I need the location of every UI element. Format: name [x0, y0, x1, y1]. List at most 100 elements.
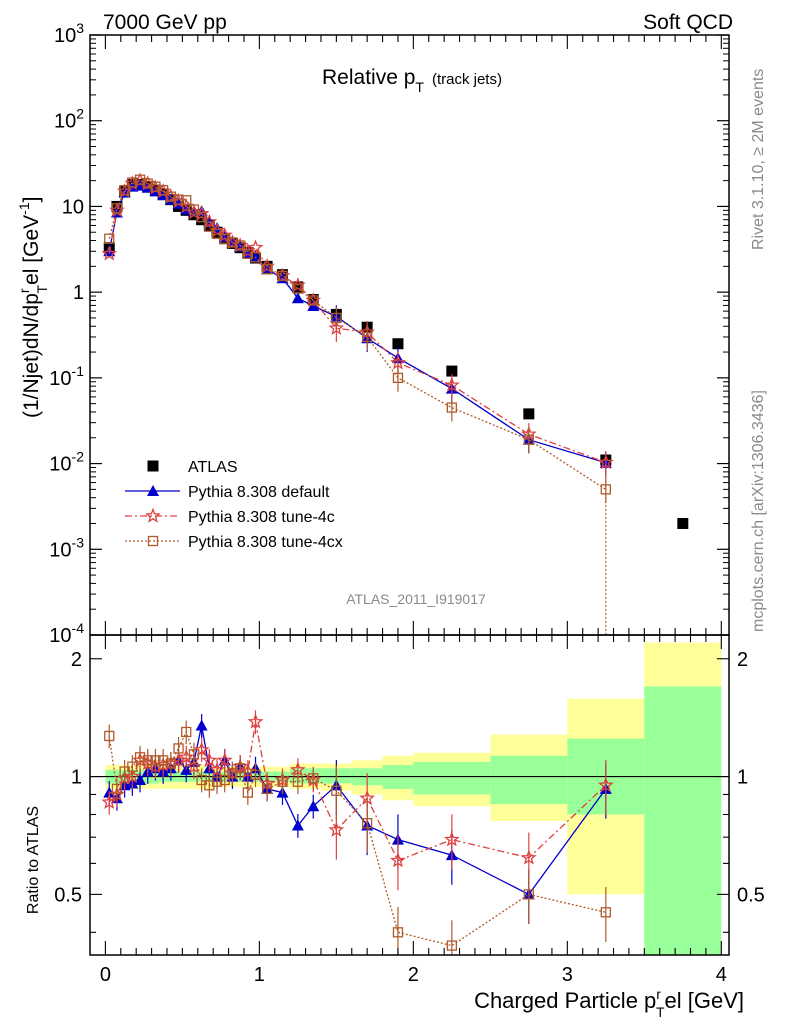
y-tick-exp: -3 — [72, 534, 85, 550]
marker-tune4cx — [523, 434, 534, 445]
marker-tune4cx — [331, 312, 342, 324]
y-tick-exp: -2 — [72, 449, 85, 465]
marker-tune4c — [597, 777, 614, 792]
marker-tune4cx — [392, 372, 404, 384]
main-series — [101, 172, 689, 635]
marker-tune4cx — [446, 940, 457, 951]
marker-tune4cx — [127, 761, 138, 772]
marker-tune4cx — [188, 749, 200, 760]
marker-tune4c — [597, 454, 614, 470]
marker-tune4cx — [392, 927, 404, 938]
marker-tune4c — [216, 752, 233, 768]
band-inner — [644, 686, 722, 955]
marker-tune4cx — [204, 780, 215, 791]
marker-tune4cx — [196, 774, 207, 786]
header-left: 7000 GeV pp — [103, 11, 227, 34]
series-line-tune4c — [108, 179, 607, 464]
marker-tune4cx — [196, 211, 207, 223]
ratio-tick-label-right: 0.5 — [737, 884, 765, 906]
chart-title: Relative pT (track jets) — [322, 66, 502, 95]
marker-tune4cx — [142, 755, 153, 766]
marker-data — [147, 460, 159, 472]
x-axis-label: Charged Particle pr Tel [GeV] — [474, 986, 744, 1020]
ratio-band — [105, 642, 722, 955]
y-tick-base: 10 — [49, 625, 71, 647]
marker-tune4cx — [119, 184, 130, 196]
marker-tune4cx — [165, 758, 176, 769]
marker-tune4c — [443, 831, 460, 847]
marker-tune4cx — [188, 204, 200, 215]
marker-tune4cx — [261, 264, 273, 275]
marker-tune4c — [247, 239, 264, 255]
x-tick-label: 4 — [716, 964, 727, 986]
marker-tune4cx — [204, 221, 215, 232]
marker-tune4cx — [250, 252, 261, 263]
marker-tune4cx — [181, 726, 192, 738]
y-tick-label: 10-2 — [49, 449, 84, 476]
marker-tune4cx — [362, 818, 373, 829]
y-tick-exp: -1 — [72, 363, 85, 379]
marker-tune4cx — [308, 773, 319, 784]
marker-tune4cx — [142, 178, 153, 189]
side-label-top: Rivet 3.1.10, ≥ 2M events — [750, 69, 767, 250]
y-tick-label: 10-4 — [49, 620, 84, 647]
marker-tune4c — [390, 354, 406, 370]
marker-tune4cx — [104, 233, 115, 244]
marker-tune4c — [193, 741, 210, 757]
marker-default — [195, 719, 208, 731]
marker-tune4c — [101, 793, 118, 809]
ratio-plot: 0 1 2 3 4 0.5 0.5 1 1 2 2 — [54, 634, 765, 986]
legend-item-tune4cx: Pythia 8.308 tune-4cx — [125, 534, 343, 551]
y-tick-label: 1 — [73, 282, 84, 304]
legend-item-default: Pythia 8.308 default — [125, 484, 330, 501]
series-line-default — [108, 184, 606, 464]
marker-tune4cx — [600, 907, 611, 918]
marker-default — [147, 485, 159, 496]
y-tick-base: 10 — [54, 25, 76, 47]
legend-label: Pythia 8.308 tune-4cx — [188, 534, 343, 551]
marker-tune4c — [145, 507, 161, 523]
y-axis-label: (1/Njet)dN/dpr Tel [GeV-1] — [16, 197, 50, 418]
marker-tune4cx — [150, 181, 161, 192]
marker-tune4c — [247, 713, 264, 729]
ratio-tick-label-left: 1 — [71, 767, 82, 789]
marker-default — [307, 800, 320, 812]
main-frame — [89, 34, 730, 636]
marker-tune4c — [443, 376, 460, 392]
marker-data — [292, 281, 304, 293]
marker-tune4cx — [234, 240, 246, 251]
marker-data — [523, 408, 535, 420]
marker-data — [196, 214, 208, 226]
marker-tune4cx — [211, 776, 223, 787]
marker-tune4cx — [111, 203, 123, 214]
y-tick-exp: 2 — [76, 106, 84, 122]
y-tick-label: 103 — [54, 20, 84, 47]
marker-tune4cx — [234, 763, 246, 774]
marker-tune4c — [216, 226, 233, 243]
marker-tune4cx — [219, 774, 230, 786]
ratio-tick-label-right: 2 — [737, 649, 748, 671]
marker-tune4c — [124, 768, 141, 784]
legend-item-tune4c: Pythia 8.308 tune-4c — [125, 507, 335, 526]
band-inner — [490, 755, 568, 805]
marker-tune4cx — [292, 283, 304, 294]
marker-default — [291, 292, 304, 304]
series-line-tune4cx — [108, 178, 607, 490]
marker-data — [446, 365, 458, 377]
side-label-bottom: mcplots.cern.ch [arXiv:1306.3436] — [750, 390, 767, 632]
series-tune4cx — [104, 174, 611, 504]
marker-tune4cx — [523, 889, 534, 900]
marker-tune4cx — [242, 787, 253, 798]
y-tick-label: 102 — [54, 106, 84, 133]
marker-default — [291, 819, 304, 831]
y-tick-label: 10-1 — [49, 363, 84, 390]
y-tick-base: 10 — [49, 368, 71, 390]
marker-tune4cx — [277, 776, 288, 787]
series-tune4c — [101, 172, 614, 477]
marker-tune4cx — [181, 195, 192, 206]
marker-tune4cx — [104, 730, 115, 742]
y-tick-base: 10 — [49, 539, 71, 561]
x-tick-label: 0 — [100, 964, 111, 986]
